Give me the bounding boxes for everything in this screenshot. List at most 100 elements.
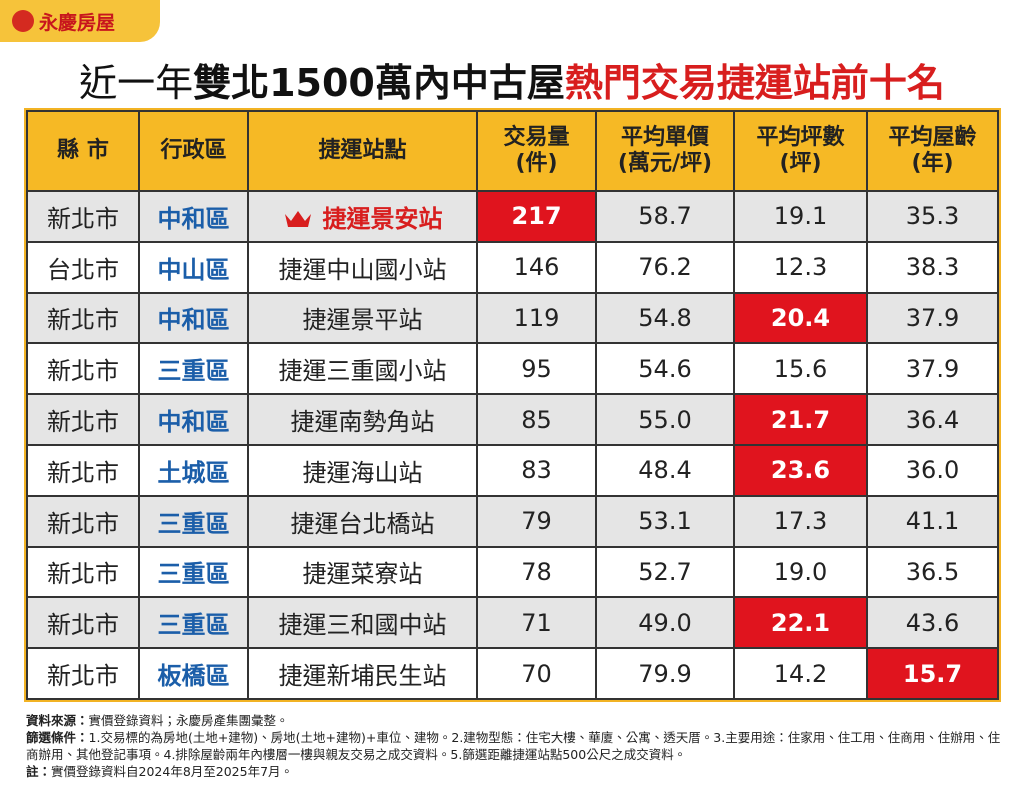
note-label: 資料來源： xyxy=(26,713,89,728)
table-cell: 14.2 xyxy=(733,647,868,700)
cell-text: 35.3 xyxy=(905,202,960,231)
cell-text: 中山區 xyxy=(157,255,230,284)
table-cell: 土城區 xyxy=(138,443,249,497)
table-cell: 217 xyxy=(476,190,597,243)
cell-text: 38.3 xyxy=(905,253,960,282)
table-cell: 85 xyxy=(476,393,597,446)
table-row: 新北市 土城區 捷運海山站 83 48.4 23.6 36.0 xyxy=(26,443,999,497)
table-row: 新北市 三重區 捷運菜寮站 78 52.7 19.0 36.5 xyxy=(26,545,999,599)
cell-text: 53.1 xyxy=(638,507,692,536)
cell-text: 捷運台北橋站 xyxy=(290,509,435,538)
logo: 永慶房屋 xyxy=(0,0,160,42)
column-header: 交易量 (件) xyxy=(476,110,597,192)
table-cell: 58.7 xyxy=(595,190,735,243)
table-cell: 三重區 xyxy=(138,342,249,396)
table-row: 新北市 三重區 捷運三重國小站 95 54.6 15.6 37.9 xyxy=(26,342,999,396)
table-cell: 新北市 xyxy=(26,545,140,599)
cell-text: 36.0 xyxy=(905,456,960,485)
cell-text: 76.2 xyxy=(638,253,692,282)
column-header: 縣 市 xyxy=(26,110,140,192)
cell-text: 新北市 xyxy=(47,560,119,589)
table-cell: 19.1 xyxy=(733,190,868,243)
note-text: 1.交易標的為房地(土地+建物)、房地(土地+建物)+車位、建物。2.建物型態：… xyxy=(26,730,1001,762)
table-cell: 17.3 xyxy=(733,494,868,548)
cell-text: 19.0 xyxy=(773,557,828,586)
table-cell: 板橋區 xyxy=(138,647,249,700)
cell-text: 58.7 xyxy=(638,202,692,231)
cell-text: 新北市 xyxy=(47,509,119,538)
table-cell: 15.6 xyxy=(733,342,868,396)
table-cell: 捷運南勢角站 xyxy=(247,393,478,446)
cell-text: 146 xyxy=(513,253,560,282)
cell-text: 板橋區 xyxy=(157,662,230,691)
cell-text: 22.1 xyxy=(770,608,831,637)
column-header: 平均單價 (萬元/坪) xyxy=(595,110,735,192)
table-cell: 119 xyxy=(476,291,597,345)
note: 資料來源：實價登錄資料；永慶房產集團彙整。 xyxy=(26,712,1001,729)
cell-text: 捷運海山站 xyxy=(302,458,423,487)
cell-text: 36.5 xyxy=(905,557,960,586)
table-cell: 捷運中山國小站 xyxy=(247,240,478,294)
table-cell: 三重區 xyxy=(138,494,249,548)
cell-text: 17.3 xyxy=(773,507,828,536)
cell-text: 捷運三和國中站 xyxy=(278,611,447,640)
cell-text: 15.6 xyxy=(773,354,828,383)
cell-text: 新北市 xyxy=(47,662,119,691)
notes: 資料來源：實價登錄資料；永慶房產集團彙整。 篩選條件：1.交易標的為房地(土地+建… xyxy=(26,712,1001,780)
table-body: 新北市 中和區 捷運景安站 217 58.7 19.1 35.3 台北市 中山區 捷運中山國小站 1… xyxy=(26,190,999,700)
cell-text: 85 xyxy=(521,405,552,434)
cell-text: 中和區 xyxy=(157,204,230,233)
table-row: 新北市 三重區 捷運台北橋站 79 53.1 17.3 41.1 xyxy=(26,494,999,548)
cell-text: 23.6 xyxy=(770,456,831,485)
cell-text: 83 xyxy=(521,456,552,485)
table-cell: 捷運海山站 xyxy=(247,443,478,497)
column-header: 捷運站點 xyxy=(247,110,478,192)
table-cell: 54.8 xyxy=(595,291,735,345)
cell-text: 新北市 xyxy=(47,458,119,487)
table-cell: 20.4 xyxy=(733,291,868,345)
table-row: 新北市 中和區 捷運南勢角站 85 55.0 21.7 36.4 xyxy=(26,393,999,446)
cell-text: 54.8 xyxy=(638,303,692,332)
table-row: 新北市 板橋區 捷運新埔民生站 70 79.9 14.2 15.7 xyxy=(26,647,999,700)
title: 近一年雙北1500萬內中古屋熱門交易捷運站前十名 xyxy=(0,52,1024,107)
cell-text: 捷運菜寮站 xyxy=(302,560,423,589)
cell-text: 52.7 xyxy=(638,557,692,586)
note-label: 篩選條件： xyxy=(26,730,89,745)
cell-text: 79.9 xyxy=(638,659,692,688)
cell-text: 新北市 xyxy=(47,611,119,640)
cell-text: 台北市 xyxy=(47,255,119,284)
cell-text: 49.0 xyxy=(638,608,692,637)
cell-text: 中和區 xyxy=(157,306,230,335)
table-cell: 台北市 xyxy=(26,240,140,294)
table-cell: 48.4 xyxy=(595,443,735,497)
header-row: 縣 市行政區 捷運站點 交易量 (件) 平均單價 (萬元/坪) 平均坪數 (坪) 平均屋齡… xyxy=(26,110,999,192)
cell-text: 95 xyxy=(521,354,552,383)
crown-icon xyxy=(284,210,311,227)
cell-text: 54.6 xyxy=(638,354,692,383)
table-cell: 新北市 xyxy=(26,443,140,497)
table-cell: 三重區 xyxy=(138,545,249,599)
cell-text: 三重區 xyxy=(157,560,230,589)
cell-text: 三重區 xyxy=(157,611,230,640)
cell-text: 79 xyxy=(521,507,552,536)
cell-text: 43.6 xyxy=(905,608,960,637)
table-cell: 78 xyxy=(476,545,597,599)
cell-text: 48.4 xyxy=(638,456,692,485)
table-cell: 新北市 xyxy=(26,596,140,650)
table-cell: 52.7 xyxy=(595,545,735,599)
table-cell: 41.1 xyxy=(866,494,999,548)
cell-text: 19.1 xyxy=(773,202,828,231)
note-text: 實價登錄資料自2024年8月至2025年7月。 xyxy=(51,764,294,779)
table-cell: 22.1 xyxy=(733,596,868,650)
table-cell: 37.9 xyxy=(866,342,999,396)
table-cell: 36.5 xyxy=(866,545,999,599)
title-part: 雙北1500萬內中古屋 xyxy=(193,61,565,105)
table-cell: 中和區 xyxy=(138,393,249,446)
cell-text: 37.9 xyxy=(905,354,960,383)
table-cell: 83 xyxy=(476,443,597,497)
cell-text: 37.9 xyxy=(905,303,960,332)
cell-text: 55.0 xyxy=(638,405,692,434)
cell-text: 217 xyxy=(511,202,562,231)
cell-text: 12.3 xyxy=(773,253,828,282)
